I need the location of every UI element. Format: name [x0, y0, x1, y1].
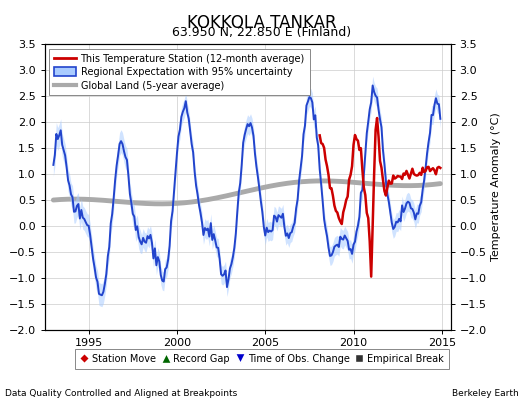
Text: Berkeley Earth: Berkeley Earth: [452, 389, 519, 398]
Text: KOKKOLA TANKAR: KOKKOLA TANKAR: [187, 14, 337, 32]
Text: Data Quality Controlled and Aligned at Breakpoints: Data Quality Controlled and Aligned at B…: [5, 389, 237, 398]
Y-axis label: Temperature Anomaly (°C): Temperature Anomaly (°C): [491, 113, 501, 261]
Legend: Station Move, Record Gap, Time of Obs. Change, Empirical Break: Station Move, Record Gap, Time of Obs. C…: [75, 349, 449, 369]
Legend: This Temperature Station (12-month average), Regional Expectation with 95% uncer: This Temperature Station (12-month avera…: [49, 49, 310, 95]
Text: 63.950 N, 22.850 E (Finland): 63.950 N, 22.850 E (Finland): [172, 26, 352, 39]
